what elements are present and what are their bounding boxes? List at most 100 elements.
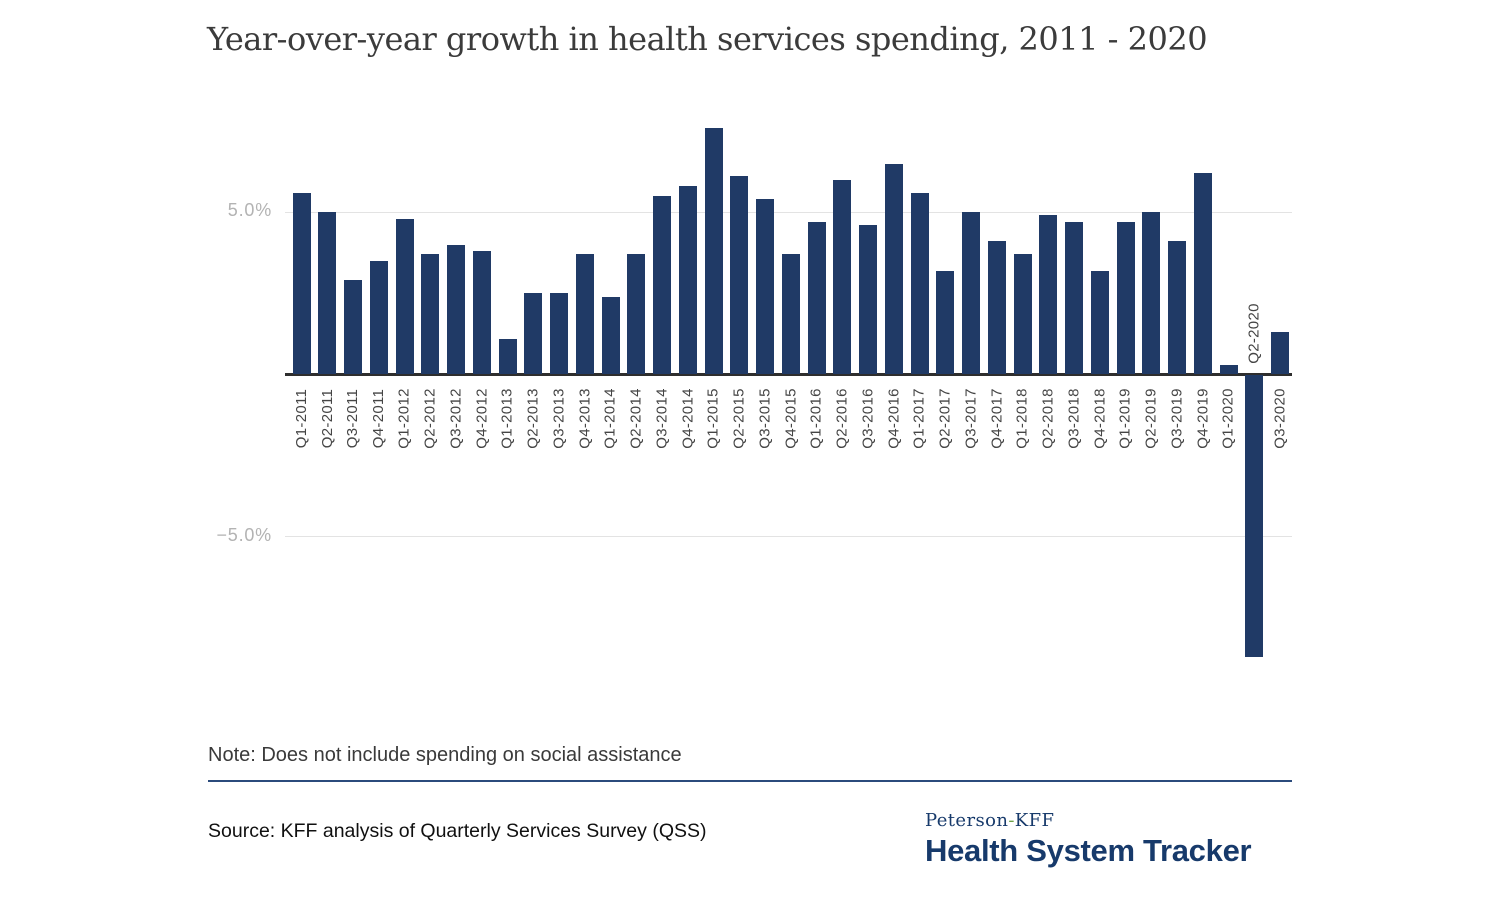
x-tick-label-Q1-2018: Q1-2018 [1013,385,1033,451]
bar-Q1-2018[interactable] [1013,254,1032,375]
bar-Q3-2019[interactable] [1168,241,1186,375]
x-tick-text: Q3-2013 [550,387,568,449]
x-tick-label-Q1-2012: Q1-2012 [395,385,415,451]
x-tick-label-Q3-2012: Q3-2012 [446,385,466,451]
bar-Q2-2014[interactable] [627,254,646,375]
x-tick-text: Q1-2016 [808,387,826,449]
bar-Q1-2015[interactable] [704,127,723,375]
x-tick-label-Q3-2013: Q3-2013 [549,385,569,451]
bar-Q3-2013[interactable] [550,293,568,375]
x-tick-text: Q2-2013 [524,387,542,449]
bar-Q3-2014[interactable] [653,195,671,375]
bar-Q1-2016[interactable] [807,221,826,375]
source-text: Source: KFF analysis of Quarterly Servic… [208,820,707,842]
x-tick-label-Q2-2011: Q2-2011 [317,385,337,451]
x-tick-label-Q3-2020: Q3-2020 [1270,385,1290,451]
x-tick-text: Q2-2016 [833,387,851,449]
bar-Q1-2011[interactable] [292,192,311,375]
bar-Q4-2013[interactable] [575,254,594,375]
x-tick-text: Q2-2020 [1245,302,1263,364]
bar-Q2-2013[interactable] [524,293,543,375]
x-tick-label-Q2-2013: Q2-2013 [523,385,543,451]
bar-Q1-2013[interactable] [498,338,517,375]
bar-Q4-2012[interactable] [472,251,491,375]
x-tick-label-Q2-2018: Q2-2018 [1038,385,1058,451]
x-tick-text: Q1-2014 [602,387,620,449]
x-tick-label-Q2-2016: Q2-2016 [832,385,852,451]
bar-Q1-2014[interactable] [601,296,620,375]
bar-Q1-2019[interactable] [1116,221,1135,375]
bar-Q4-2019[interactable] [1193,173,1212,375]
logo-kff: KFF [1014,810,1055,831]
x-tick-text: Q4-2018 [1091,387,1109,449]
logo-title: Health System Tracker [925,833,1252,868]
bar-Q4-2014[interactable] [678,186,697,375]
bar-Q1-2020[interactable] [1219,364,1238,375]
bar-Q3-2017[interactable] [962,212,980,375]
x-tick-label-Q1-2014: Q1-2014 [601,385,621,451]
x-tick-text: Q4-2017 [988,387,1006,449]
x-tick-label-Q4-2011: Q4-2011 [369,385,389,451]
bar-Q2-2017[interactable] [936,270,955,375]
bar-Q2-2011[interactable] [318,212,337,375]
bar-Q1-2017[interactable] [910,192,929,375]
x-tick-label-Q3-2016: Q3-2016 [858,385,878,451]
x-tick-text: Q3-2012 [447,387,465,449]
x-tick-label-Q4-2014: Q4-2014 [678,385,698,451]
x-tick-label-Q3-2015: Q3-2015 [755,385,775,451]
x-tick-text: Q1-2012 [396,387,414,449]
x-tick-text: Q2-2012 [421,387,439,449]
x-tick-label-Q4-2016: Q4-2016 [884,385,904,451]
x-tick-text: Q4-2019 [1194,387,1212,449]
x-tick-label-Q4-2018: Q4-2018 [1090,385,1110,451]
bar-Q1-2012[interactable] [395,218,414,375]
gridline--5 [285,536,1292,538]
x-tick-label-Q2-2012: Q2-2012 [420,385,440,451]
x-tick-label-Q4-2015: Q4-2015 [781,385,801,451]
bar-Q3-2016[interactable] [859,225,877,375]
x-tick-text: Q2-2018 [1039,387,1057,449]
bar-Q3-2011[interactable] [344,280,362,375]
bar-Q4-2016[interactable] [884,163,903,375]
y-axis-tick-label: 5.0% [227,200,272,221]
x-tick-text: Q4-2012 [473,387,491,449]
x-tick-label-Q4-2019: Q4-2019 [1193,385,1213,451]
x-tick-text: Q2-2017 [936,387,954,449]
page-title: Year-over-year growth in health services… [207,20,1208,58]
divider-rule [208,780,1292,782]
bar-Q2-2015[interactable] [730,176,749,375]
x-tick-text: Q3-2014 [653,387,671,449]
bar-Q4-2017[interactable] [987,241,1006,375]
x-tick-text: Q4-2016 [885,387,903,449]
x-tick-label-Q3-2019: Q3-2019 [1167,385,1187,451]
bar-Q2-2016[interactable] [833,179,852,375]
bar-Q3-2015[interactable] [756,199,774,375]
x-tick-text: Q3-2015 [756,387,774,449]
bar-Q4-2018[interactable] [1090,270,1109,375]
gridline-5 [285,211,1292,213]
x-tick-text: Q3-2020 [1271,387,1289,449]
bar-Q2-2012[interactable] [421,254,440,375]
bar-Q3-2020[interactable] [1271,332,1289,375]
x-tick-label-Q2-2014: Q2-2014 [626,385,646,451]
x-tick-label-Q4-2017: Q4-2017 [987,385,1007,451]
x-tick-label-Q1-2019: Q1-2019 [1116,385,1136,451]
bar-Q2-2019[interactable] [1142,212,1161,375]
logo-peterson: Peterson [925,810,1009,831]
bar-Q2-2018[interactable] [1039,215,1058,375]
x-tick-label-Q1-2011: Q1-2011 [292,385,312,451]
x-tick-text: Q4-2013 [576,387,594,449]
bar-Q4-2015[interactable] [781,254,800,375]
note-text: Note: Does not include spending on socia… [208,744,682,766]
x-tick-text: Q3-2017 [962,387,980,449]
logo-hyphen: - [1008,810,1015,831]
x-tick-text: Q4-2014 [679,387,697,449]
bar-Q2-2020[interactable] [1245,374,1264,657]
x-tick-text: Q1-2015 [705,387,723,449]
x-tick-text: Q2-2014 [627,387,645,449]
x-tick-label-Q2-2015: Q2-2015 [729,385,749,451]
bar-Q3-2012[interactable] [447,244,465,375]
bar-Q3-2018[interactable] [1065,221,1083,375]
bar-Q4-2011[interactable] [369,260,388,375]
